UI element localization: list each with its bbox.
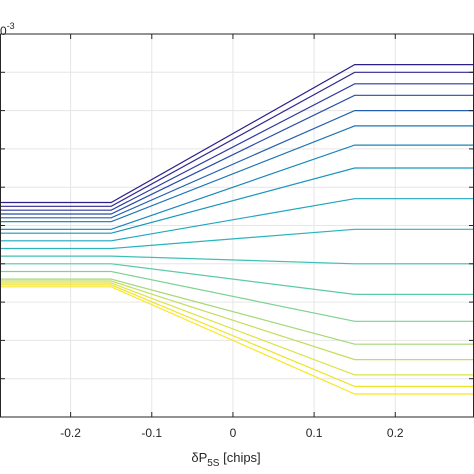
series-line-13 bbox=[0, 270, 474, 322]
series-line-16 bbox=[0, 282, 474, 376]
series-line-9 bbox=[0, 198, 474, 242]
x-tick-label: 0.2 bbox=[387, 426, 404, 440]
x-tick-label: -0.1 bbox=[141, 426, 162, 440]
x-axis-label-main: δP bbox=[191, 450, 207, 465]
tick-label-layer: -0.2 -0.1 0 0.1 0.2 bbox=[60, 426, 404, 440]
y-exponent-power: -3 bbox=[7, 21, 15, 31]
series-line-5 bbox=[0, 109, 474, 219]
series-line-2 bbox=[0, 71, 474, 207]
series-line-4 bbox=[0, 94, 474, 215]
x-axis-label: δP5S [chips] bbox=[191, 450, 260, 469]
series-line-8 bbox=[0, 167, 474, 234]
x-axis-label-subscript: 5S bbox=[207, 458, 220, 469]
series-line-10 bbox=[0, 228, 474, 250]
series-line-1 bbox=[0, 63, 474, 204]
series-line-17 bbox=[0, 284, 474, 387]
x-tick-label: -0.2 bbox=[60, 426, 81, 440]
y-exponent-label: 0-3 bbox=[0, 21, 15, 38]
series-line-11 bbox=[0, 255, 474, 265]
x-tick-label: 0.1 bbox=[306, 426, 323, 440]
series-line-7 bbox=[0, 144, 474, 230]
series-line-12 bbox=[0, 263, 474, 295]
series-line-3 bbox=[0, 83, 474, 211]
x-tick-label: 0 bbox=[230, 426, 237, 440]
series-line-15 bbox=[0, 280, 474, 361]
series-line-14 bbox=[0, 278, 474, 345]
y-exponent-base: 0 bbox=[0, 24, 7, 38]
series-line-18 bbox=[0, 286, 474, 395]
series-line-6 bbox=[0, 125, 474, 223]
x-axis-label-unit: [chips] bbox=[219, 450, 260, 465]
series-layer bbox=[0, 63, 474, 395]
